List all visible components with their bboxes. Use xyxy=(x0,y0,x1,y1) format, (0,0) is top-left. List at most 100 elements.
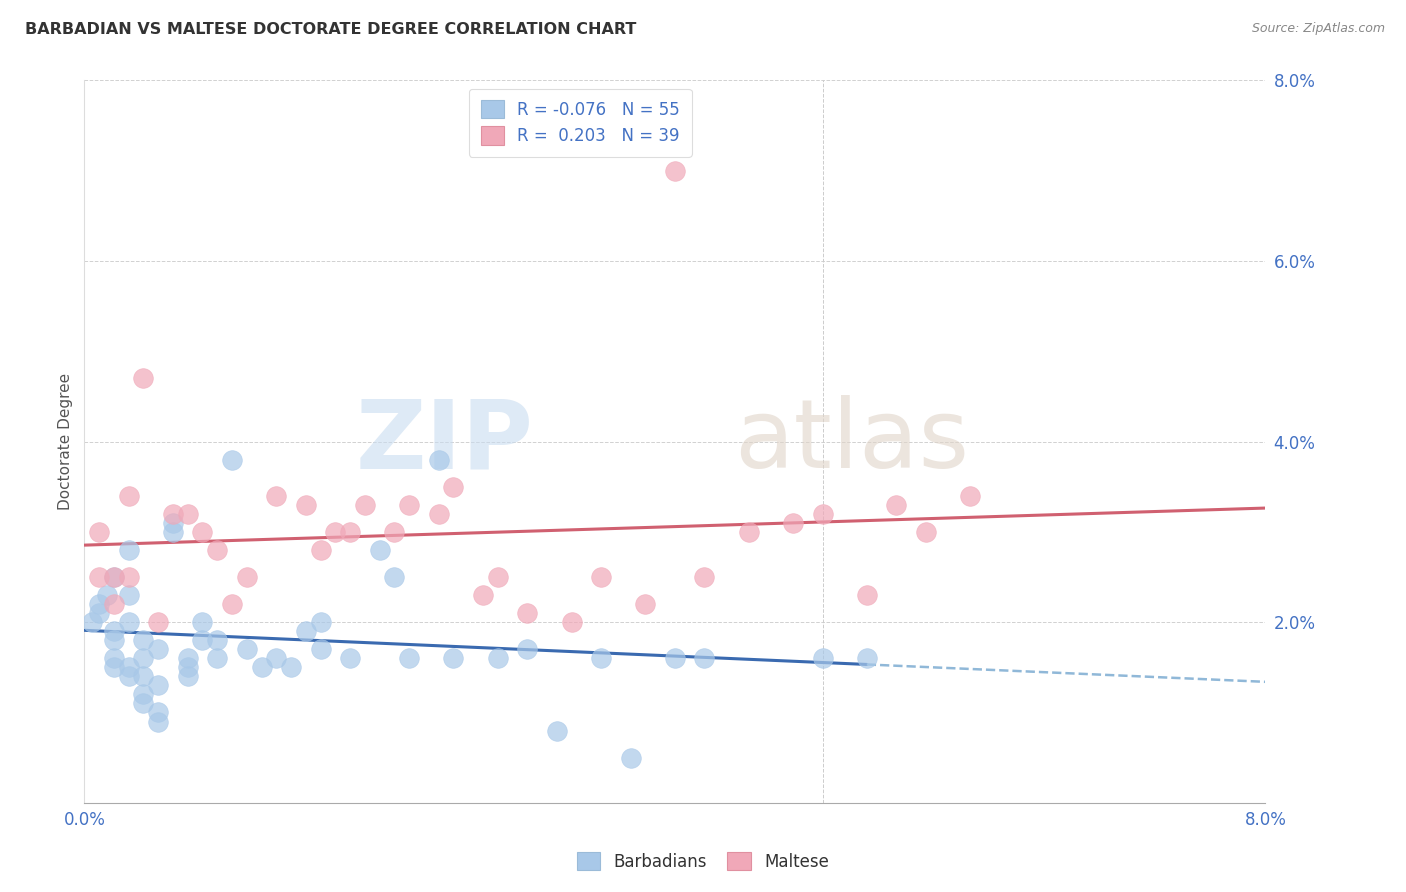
Point xyxy=(295,624,318,639)
Point xyxy=(103,633,125,648)
Point xyxy=(959,489,981,503)
Point xyxy=(103,660,125,674)
Point xyxy=(207,542,229,557)
Text: BARBADIAN VS MALTESE DOCTORATE DEGREE CORRELATION CHART: BARBADIAN VS MALTESE DOCTORATE DEGREE CO… xyxy=(25,22,637,37)
Point xyxy=(309,615,332,630)
Point xyxy=(915,524,938,539)
Point xyxy=(516,606,538,620)
Point xyxy=(118,489,141,503)
Point xyxy=(103,570,125,584)
Point xyxy=(162,516,184,530)
Point xyxy=(207,651,229,665)
Point xyxy=(811,507,834,521)
Y-axis label: Doctorate Degree: Doctorate Degree xyxy=(58,373,73,510)
Text: ZIP: ZIP xyxy=(356,395,533,488)
Point xyxy=(325,524,347,539)
Point xyxy=(103,624,125,639)
Point xyxy=(443,651,465,665)
Text: Source: ZipAtlas.com: Source: ZipAtlas.com xyxy=(1251,22,1385,36)
Point xyxy=(339,524,361,539)
Point xyxy=(486,651,509,665)
Point xyxy=(264,489,288,503)
Point xyxy=(264,651,288,665)
Point xyxy=(103,597,125,611)
Point xyxy=(384,570,406,584)
Point xyxy=(148,615,170,630)
Point xyxy=(295,498,318,512)
Legend: R = -0.076   N = 55, R =  0.203   N = 39: R = -0.076 N = 55, R = 0.203 N = 39 xyxy=(470,88,692,157)
Point xyxy=(591,651,613,665)
Point xyxy=(177,660,200,674)
Point xyxy=(118,570,141,584)
Point xyxy=(103,570,125,584)
Point xyxy=(87,524,111,539)
Point xyxy=(368,542,391,557)
Point xyxy=(693,570,716,584)
Point xyxy=(309,642,332,657)
Point xyxy=(811,651,834,665)
Point xyxy=(103,651,125,665)
Point xyxy=(486,570,509,584)
Point xyxy=(177,669,200,683)
Point xyxy=(472,588,495,602)
Point xyxy=(664,651,686,665)
Point xyxy=(546,723,568,738)
Point xyxy=(148,678,170,692)
Point xyxy=(619,750,641,764)
Point xyxy=(177,507,200,521)
Text: atlas: atlas xyxy=(734,395,970,488)
Point xyxy=(443,480,465,494)
Point xyxy=(516,642,538,657)
Point xyxy=(309,542,332,557)
Point xyxy=(132,687,155,701)
Point xyxy=(384,524,406,539)
Point xyxy=(664,163,686,178)
Point xyxy=(87,606,111,620)
Point xyxy=(162,507,184,521)
Point xyxy=(132,697,155,711)
Point xyxy=(118,660,141,674)
Point xyxy=(235,642,259,657)
Point xyxy=(339,651,361,665)
Point xyxy=(118,669,141,683)
Point xyxy=(280,660,302,674)
Point xyxy=(87,597,111,611)
Point xyxy=(782,516,804,530)
Point xyxy=(221,452,243,467)
Point xyxy=(427,452,450,467)
Point xyxy=(886,498,908,512)
Point xyxy=(132,371,155,385)
Point xyxy=(207,633,229,648)
Point xyxy=(118,588,141,602)
Point xyxy=(80,615,103,630)
Point xyxy=(177,651,200,665)
Point xyxy=(634,597,657,611)
Point xyxy=(235,570,259,584)
Point xyxy=(250,660,273,674)
Point xyxy=(191,633,214,648)
Point xyxy=(398,651,420,665)
Point xyxy=(132,669,155,683)
Point xyxy=(561,615,583,630)
Point xyxy=(191,524,214,539)
Legend: Barbadians, Maltese: Barbadians, Maltese xyxy=(569,844,837,880)
Point xyxy=(132,633,155,648)
Point xyxy=(118,542,141,557)
Point xyxy=(191,615,214,630)
Point xyxy=(221,597,243,611)
Point xyxy=(855,651,877,665)
Point xyxy=(354,498,377,512)
Point xyxy=(591,570,613,584)
Point xyxy=(162,524,184,539)
Point xyxy=(148,706,170,720)
Point xyxy=(738,524,761,539)
Point xyxy=(96,588,118,602)
Point xyxy=(118,615,141,630)
Point xyxy=(148,714,170,729)
Point xyxy=(427,507,450,521)
Point xyxy=(398,498,420,512)
Point xyxy=(855,588,877,602)
Point xyxy=(148,642,170,657)
Point xyxy=(693,651,716,665)
Point xyxy=(87,570,111,584)
